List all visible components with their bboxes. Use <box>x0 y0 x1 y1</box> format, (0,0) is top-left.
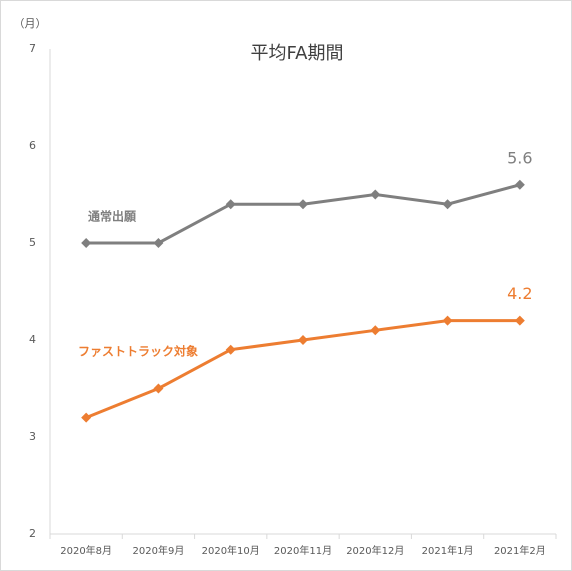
x-tick-label: 2020年9月 <box>133 544 185 557</box>
x-tick-label: 2020年8月 <box>60 544 112 557</box>
series-label: ファストトラック対象 <box>78 344 198 359</box>
x-tick-label: 2021年2月 <box>494 544 546 557</box>
x-tick-label: 2020年10月 <box>202 544 260 557</box>
marker <box>370 189 381 200</box>
chart-title: 平均FA期間 <box>250 43 343 64</box>
data-label: 5.6 <box>507 148 532 167</box>
marker <box>298 199 308 210</box>
marker <box>153 383 164 394</box>
data-label: 4.2 <box>507 284 532 303</box>
marker <box>370 325 381 336</box>
y-tick-label: 3 <box>29 430 36 443</box>
marker <box>81 238 92 248</box>
marker <box>81 412 92 423</box>
marker <box>153 238 164 248</box>
series-label: 通常出願 <box>88 209 137 224</box>
marker <box>225 344 236 355</box>
y-tick-label: 6 <box>29 139 36 152</box>
y-tick-label: 2 <box>29 527 36 540</box>
y-axis-label: （月） <box>14 17 47 30</box>
x-tick-label: 2021年1月 <box>422 544 474 557</box>
marker <box>514 315 525 326</box>
marker <box>225 199 236 210</box>
marker <box>298 335 308 345</box>
marker <box>442 199 453 210</box>
x-tick-label: 2020年12月 <box>346 544 404 557</box>
x-tick-label: 2020年11月 <box>274 544 332 557</box>
y-tick-label: 7 <box>29 42 36 55</box>
marker <box>514 179 525 190</box>
y-tick-label: 4 <box>29 333 36 346</box>
y-tick-label: 5 <box>29 236 36 249</box>
marker <box>442 315 453 326</box>
